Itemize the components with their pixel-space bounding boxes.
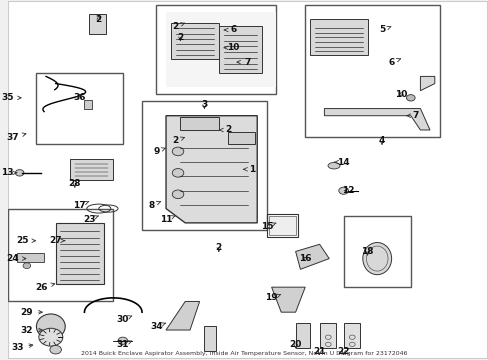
Text: 12: 12 <box>342 186 354 195</box>
Text: 26: 26 <box>35 283 55 292</box>
Text: 29: 29 <box>20 308 42 317</box>
Text: 7: 7 <box>406 111 418 120</box>
Text: 36: 36 <box>73 93 86 102</box>
Text: 27: 27 <box>49 236 65 245</box>
Text: 28: 28 <box>68 179 81 188</box>
Text: 18: 18 <box>361 247 373 256</box>
Bar <box>56 223 103 284</box>
Bar <box>218 26 262 73</box>
Text: 2: 2 <box>96 15 102 24</box>
Text: 2: 2 <box>177 33 183 42</box>
Text: 14: 14 <box>334 158 349 167</box>
Text: 2: 2 <box>172 136 184 145</box>
Text: 31: 31 <box>116 340 132 349</box>
FancyBboxPatch shape <box>8 1 487 359</box>
Text: 10: 10 <box>224 43 239 52</box>
Text: 19: 19 <box>265 293 280 302</box>
Text: 32: 32 <box>20 325 42 334</box>
Bar <box>180 117 218 130</box>
Bar <box>319 323 336 348</box>
Text: 21: 21 <box>313 347 325 356</box>
Text: 25: 25 <box>16 236 36 245</box>
Ellipse shape <box>327 162 339 169</box>
Text: 4: 4 <box>378 136 385 145</box>
Text: 5: 5 <box>378 26 390 35</box>
Polygon shape <box>166 116 257 223</box>
Text: 10: 10 <box>394 90 407 99</box>
Text: 20: 20 <box>289 340 301 349</box>
Polygon shape <box>166 301 199 330</box>
Text: 37: 37 <box>6 132 26 141</box>
Bar <box>343 323 360 348</box>
Circle shape <box>15 170 24 176</box>
Bar <box>309 19 367 55</box>
Text: 17: 17 <box>73 201 89 210</box>
Circle shape <box>172 147 183 156</box>
Circle shape <box>172 168 183 177</box>
Bar <box>295 323 309 348</box>
Bar <box>204 327 216 351</box>
Bar <box>228 132 254 144</box>
Bar <box>170 23 218 59</box>
Text: 2: 2 <box>172 22 184 31</box>
Text: 16: 16 <box>298 254 311 263</box>
Circle shape <box>39 328 62 346</box>
Bar <box>17 253 43 262</box>
Text: 2014 Buick Enclave Aspirator Assembly, Inside Air Temperature Sensor, Not In U D: 2014 Buick Enclave Aspirator Assembly, I… <box>81 351 407 356</box>
Polygon shape <box>166 12 276 87</box>
Polygon shape <box>324 109 429 130</box>
Bar <box>84 100 91 109</box>
Text: 22: 22 <box>337 347 349 356</box>
Circle shape <box>23 263 31 269</box>
Bar <box>37 73 122 144</box>
Polygon shape <box>271 287 305 312</box>
Circle shape <box>118 337 127 344</box>
Circle shape <box>50 345 61 354</box>
Bar <box>142 102 266 230</box>
Bar <box>156 5 276 94</box>
Bar <box>343 216 410 287</box>
Text: 2: 2 <box>215 243 222 252</box>
Ellipse shape <box>37 314 65 339</box>
Text: 6: 6 <box>224 26 236 35</box>
Text: 8: 8 <box>148 201 160 210</box>
Polygon shape <box>295 244 328 269</box>
Bar <box>266 214 297 237</box>
Text: 15: 15 <box>260 222 275 231</box>
Text: 2: 2 <box>219 126 231 135</box>
Circle shape <box>338 187 348 194</box>
Bar <box>269 216 295 235</box>
Text: 9: 9 <box>153 147 165 156</box>
Circle shape <box>406 95 414 101</box>
Bar <box>70 158 113 180</box>
Bar <box>305 5 439 137</box>
Bar <box>8 208 113 301</box>
Text: 3: 3 <box>201 100 207 109</box>
Ellipse shape <box>362 243 391 275</box>
Text: 13: 13 <box>1 168 17 177</box>
Text: 11: 11 <box>160 215 175 224</box>
Text: 24: 24 <box>6 254 26 263</box>
Text: 7: 7 <box>237 58 250 67</box>
Circle shape <box>172 190 183 199</box>
Text: 1: 1 <box>243 165 255 174</box>
Text: 30: 30 <box>117 315 132 324</box>
Bar <box>89 14 106 33</box>
Text: 34: 34 <box>150 322 165 331</box>
Text: 35: 35 <box>1 93 21 102</box>
Text: 23: 23 <box>83 215 98 224</box>
Text: 33: 33 <box>11 343 33 352</box>
Polygon shape <box>420 76 434 91</box>
Text: 6: 6 <box>387 58 400 67</box>
